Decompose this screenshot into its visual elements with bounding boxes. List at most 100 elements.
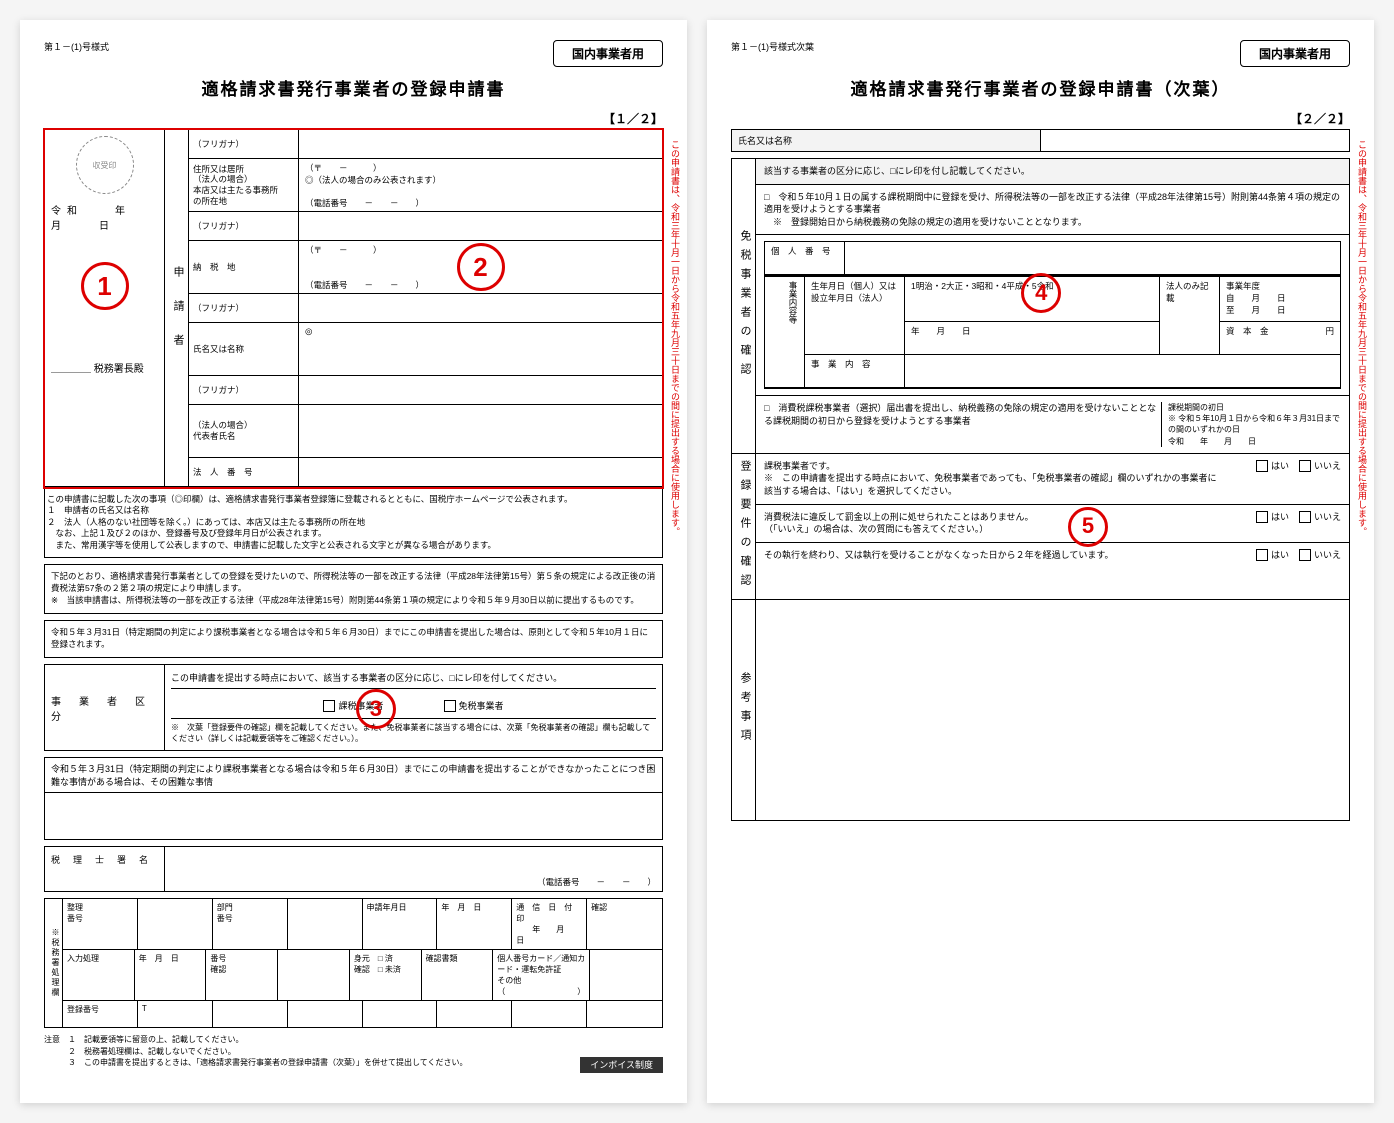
applicant-row: 氏名又は名称◎ bbox=[189, 323, 662, 376]
side-reg: 登録要件の確認 bbox=[732, 454, 756, 599]
field-value[interactable]: （〒 － ）（電話番号 － － ）2 bbox=[299, 241, 662, 293]
exempt-body: 該当する事業者の区分に応じ、□にレ印を付し記載してください。 □ 令和５年10月… bbox=[756, 159, 1349, 453]
tax-office-line: ＿＿＿＿ 税務署長殿 bbox=[51, 360, 158, 375]
field-value[interactable] bbox=[299, 405, 662, 457]
office-use-cell bbox=[288, 1001, 363, 1027]
agent-phone: （電話番号 － － ） bbox=[537, 876, 656, 888]
side-ref: 参考事項 bbox=[732, 600, 756, 820]
applicant-row: （フリガナ） bbox=[189, 130, 662, 159]
period-note-vertical: この申請書は、令和三年十月一日から令和五年九月三十日までの間に提出する場合に使用… bbox=[668, 140, 681, 536]
name-value[interactable] bbox=[1041, 130, 1350, 151]
office-use-cell: 整理 番号 bbox=[63, 899, 138, 949]
field-value[interactable] bbox=[299, 458, 662, 486]
office-use-cell: 確認書類 bbox=[422, 950, 494, 1000]
office-use-cell bbox=[213, 1001, 288, 1027]
field-value[interactable]: （〒 － ） ◎（法人の場合のみ公表されます）（電話番号 － － ） bbox=[299, 159, 662, 211]
biz-content-vert: 事業内容等 bbox=[765, 277, 805, 388]
marker-1: 1 bbox=[81, 262, 129, 310]
field-value[interactable]: ◎ bbox=[299, 323, 662, 375]
invoice-badge: インボイス制度 bbox=[580, 1057, 663, 1074]
applicant-vertical-label: 申 請 者 bbox=[165, 130, 189, 487]
office-use-cell: 登録番号 bbox=[63, 1001, 138, 1027]
field-value[interactable] bbox=[299, 212, 662, 240]
reiwa-date: 令和 年 月 日 bbox=[51, 202, 158, 232]
field-label: （フリガナ） bbox=[189, 294, 299, 322]
phone-label: （電話番号 － － ） bbox=[305, 279, 424, 291]
reg-q3: はいいいえ その執行を終わり、又は執行を受けることがなくなった日から２年を経過し… bbox=[756, 543, 1349, 568]
page-1: 第１－(1)号様式 国内事業者用 適格請求書発行事業者の登録申請書 【１／２】 … bbox=[20, 20, 687, 1103]
stamp-date-cell: 収受印 令和 年 月 日 1 ＿＿＿＿ 税務署長殿 bbox=[45, 130, 165, 487]
head-note: 該当する事業者の区分に応じ、□にレ印を付し記載してください。 bbox=[756, 159, 1349, 185]
reg-q1: はいいいえ 課税事業者です。 ※ この申請書を提出する時点において、免税事業者で… bbox=[756, 454, 1349, 505]
reg-body: はいいいえ 課税事業者です。 ※ この申請書を提出する時点において、免税事業者で… bbox=[756, 454, 1349, 599]
applicant-fields: （フリガナ）住所又は居所 （法人の場合） 本店又は主たる事務所 の所在地（〒 －… bbox=[189, 130, 662, 487]
capital-block: 資 本 金 円 bbox=[1220, 322, 1340, 355]
office-use-cell bbox=[363, 1001, 438, 1027]
ymd[interactable]: 年 月 日 bbox=[905, 322, 1160, 355]
footnotes: 注意 １ 記載要領等に留意の上、記載してください。 ２ 税務署処理欄は、記載しな… bbox=[44, 1034, 663, 1068]
hardship-textarea[interactable] bbox=[45, 793, 662, 839]
applicant-row: （法人の場合） 代表者氏名 bbox=[189, 405, 662, 458]
page-title-2: 適格請求書発行事業者の登録申請書（次葉） bbox=[731, 75, 1350, 100]
side-exempt: 免税事業者の確認 bbox=[732, 159, 756, 453]
office-use-cell: 申請年月日 bbox=[363, 899, 438, 949]
applicant-row: （フリガナ） bbox=[189, 294, 662, 323]
field-label: 氏名又は名称 bbox=[189, 323, 299, 375]
office-use-block: ※税務署処理欄 整理 番号部門 番号申請年月日年 月 日通 信 日 付 印 年 … bbox=[44, 898, 663, 1028]
office-use-cell: 部門 番号 bbox=[213, 899, 288, 949]
office-use-cell bbox=[138, 899, 213, 949]
reference-area[interactable] bbox=[756, 600, 1349, 820]
reg-q2: はいいいえ 5 消費税法に違反して罰金以上の刑に処せられたことはありません。 （… bbox=[756, 505, 1349, 543]
q2-yn[interactable]: はいいいえ bbox=[1246, 511, 1341, 524]
biz-label: 事 業 内 容 bbox=[805, 355, 905, 388]
office-use-row: 登録番号T bbox=[63, 1001, 662, 1027]
office-use-cell: 個人番号カード／通知カード・運転免許証 その他（ ） bbox=[493, 950, 590, 1000]
marker-2: 2 bbox=[457, 243, 505, 291]
q1-yn[interactable]: はいいいえ bbox=[1246, 460, 1341, 473]
office-use-cell bbox=[587, 1001, 662, 1027]
field-label: （フリガナ） bbox=[189, 376, 299, 404]
field-value[interactable] bbox=[299, 130, 662, 158]
fy-block: 事業年度 自 月 日 至 月 日 bbox=[1220, 277, 1340, 322]
name-header: 氏名又は名称 bbox=[731, 129, 1350, 152]
office-use-cell bbox=[278, 950, 350, 1000]
office-use-cell bbox=[288, 899, 363, 949]
q3-yn[interactable]: はいいいえ bbox=[1246, 549, 1341, 562]
indiv-num-value[interactable] bbox=[845, 242, 1340, 275]
receipt-stamp: 収受印 bbox=[76, 136, 134, 194]
office-use-cell: 通 信 日 付 印 年 月 日 bbox=[512, 899, 587, 949]
office-use-cell bbox=[590, 950, 662, 1000]
page-indicator-2: 【２／２】 bbox=[731, 110, 1350, 127]
classification-body: この申請書を提出する時点において、該当する事業者の区分に応じ、□にレ印を付してく… bbox=[165, 665, 662, 751]
business-classification: 事 業 者 区 分 この申請書を提出する時点において、該当する事業者の区分に応じ… bbox=[44, 664, 663, 752]
agent-value[interactable]: （電話番号 － － ） bbox=[165, 847, 662, 891]
office-use-cell bbox=[512, 1001, 587, 1027]
phone-label: （電話番号 － － ） bbox=[305, 197, 424, 209]
hardship-block: 令和５年３月31日（特定期間の判定により課税事業者となる場合は令和５年６月30日… bbox=[44, 757, 663, 840]
page-2: 第１－(1)号様式次葉 国内事業者用 適格請求書発行事業者の登録申請書（次葉） … bbox=[707, 20, 1374, 1103]
field-value[interactable] bbox=[299, 294, 662, 322]
field-label: 法 人 番 号 bbox=[189, 458, 299, 486]
agent-label: 税 理 士 署 名 bbox=[45, 847, 165, 891]
classification-foot: ※ 次葉「登録要件の確認」欄を記載してください。また、免税事業者に該当する場合に… bbox=[171, 718, 656, 744]
page-title: 適格請求書発行事業者の登録申請書 bbox=[44, 75, 663, 100]
classification-label: 事 業 者 区 分 bbox=[45, 665, 165, 751]
exempt-opt2[interactable]: □ 消費税課税事業者（選択）届出書を提出し、納税義務の免除の規定の適用を受けない… bbox=[756, 396, 1349, 453]
exempt-opt1[interactable]: □ 令和５年10月１日の属する課税期間中に登録を受け、所得税法等の一部を改正する… bbox=[756, 185, 1349, 236]
apply-note: 下記のとおり、適格請求書発行事業者としての登録を受けたいので、所得税法等の一部を… bbox=[44, 564, 663, 614]
tax-period-start[interactable]: 課税期間の初日 ※ 令和５年10月１日から令和６年３月31日までの間のいずれかの… bbox=[1161, 402, 1341, 447]
field-value[interactable] bbox=[299, 376, 662, 404]
applicant-row: 法 人 番 号 bbox=[189, 458, 662, 487]
page2-ref: 参考事項 bbox=[731, 600, 1350, 821]
office-use-cell: 確認 bbox=[587, 899, 662, 949]
biz-value[interactable] bbox=[905, 355, 1340, 388]
applicant-row: 納 税 地（〒 － ）（電話番号 － － ）2 bbox=[189, 241, 662, 294]
office-use-label: ※税務署処理欄 bbox=[45, 899, 63, 1027]
opt-exempt[interactable]: 免税事業者 bbox=[444, 699, 504, 713]
applicant-row: 住所又は居所 （法人の場合） 本店又は主たる事務所 の所在地（〒 － ） ◎（法… bbox=[189, 159, 662, 212]
exempt-details: 個 人 番 号 事業内容等 生年月日（個人）又は設立年月日（法人） 1明治・2大… bbox=[756, 235, 1349, 396]
era-line: 1明治・2大正・3昭和・4平成・5令和 4 bbox=[905, 277, 1160, 322]
field-label: 住所又は居所 （法人の場合） 本店又は主たる事務所 の所在地 bbox=[189, 159, 299, 211]
indiv-num-label: 個 人 番 号 bbox=[765, 242, 845, 275]
deadline-note: 令和５年３月31日（特定期間の判定により課税事業者となる場合は令和５年６月30日… bbox=[44, 620, 663, 658]
